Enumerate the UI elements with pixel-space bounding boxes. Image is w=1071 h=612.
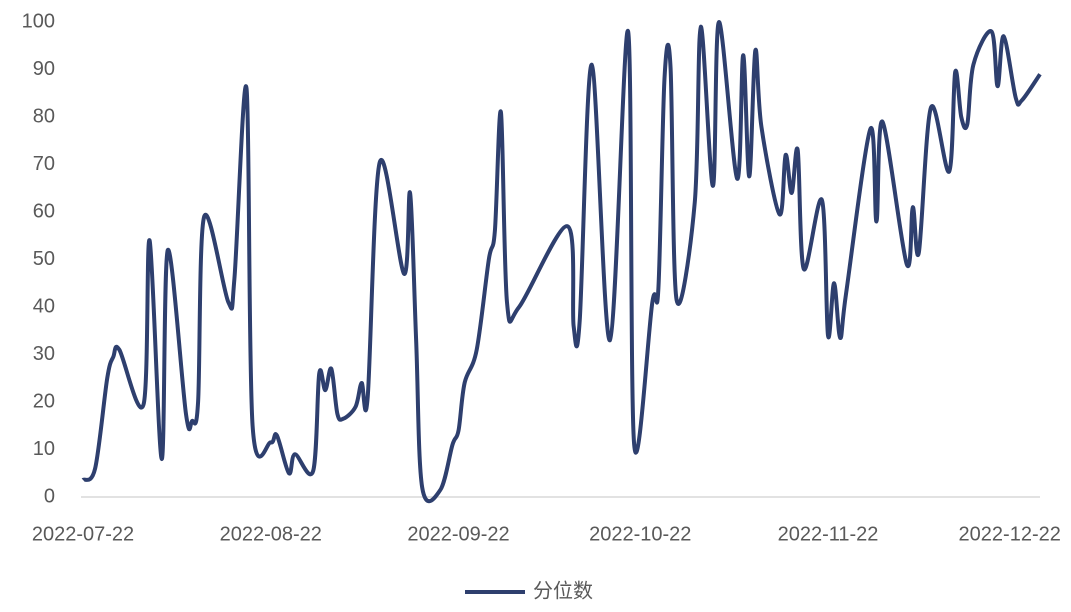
x-tick-label: 2022-09-22 (407, 523, 509, 545)
x-tick-label: 2022-10-22 (589, 523, 691, 545)
y-tick-label: 50 (33, 248, 55, 270)
x-tick-label: 2022-12-22 (959, 523, 1061, 545)
x-tick-label: 2022-11-22 (778, 523, 879, 545)
y-tick-label: 20 (33, 390, 55, 412)
x-tick-label: 2022-08-22 (220, 523, 322, 545)
y-tick-label: 70 (33, 153, 55, 175)
line (81, 19, 1042, 504)
y-tick-label: 40 (33, 295, 55, 317)
y-tick-label: 100 (22, 10, 55, 32)
y-tick-label: 80 (33, 105, 55, 127)
x-tick-label: 2022-07-22 (32, 523, 134, 545)
legend-label: 分位数 (533, 579, 593, 602)
y-tick-label: 30 (33, 343, 55, 365)
y-tick-label: 60 (33, 200, 55, 222)
y-tick-label: 0 (44, 485, 55, 507)
y-tick-label: 90 (33, 58, 55, 80)
y-tick-label: 10 (33, 438, 55, 460)
